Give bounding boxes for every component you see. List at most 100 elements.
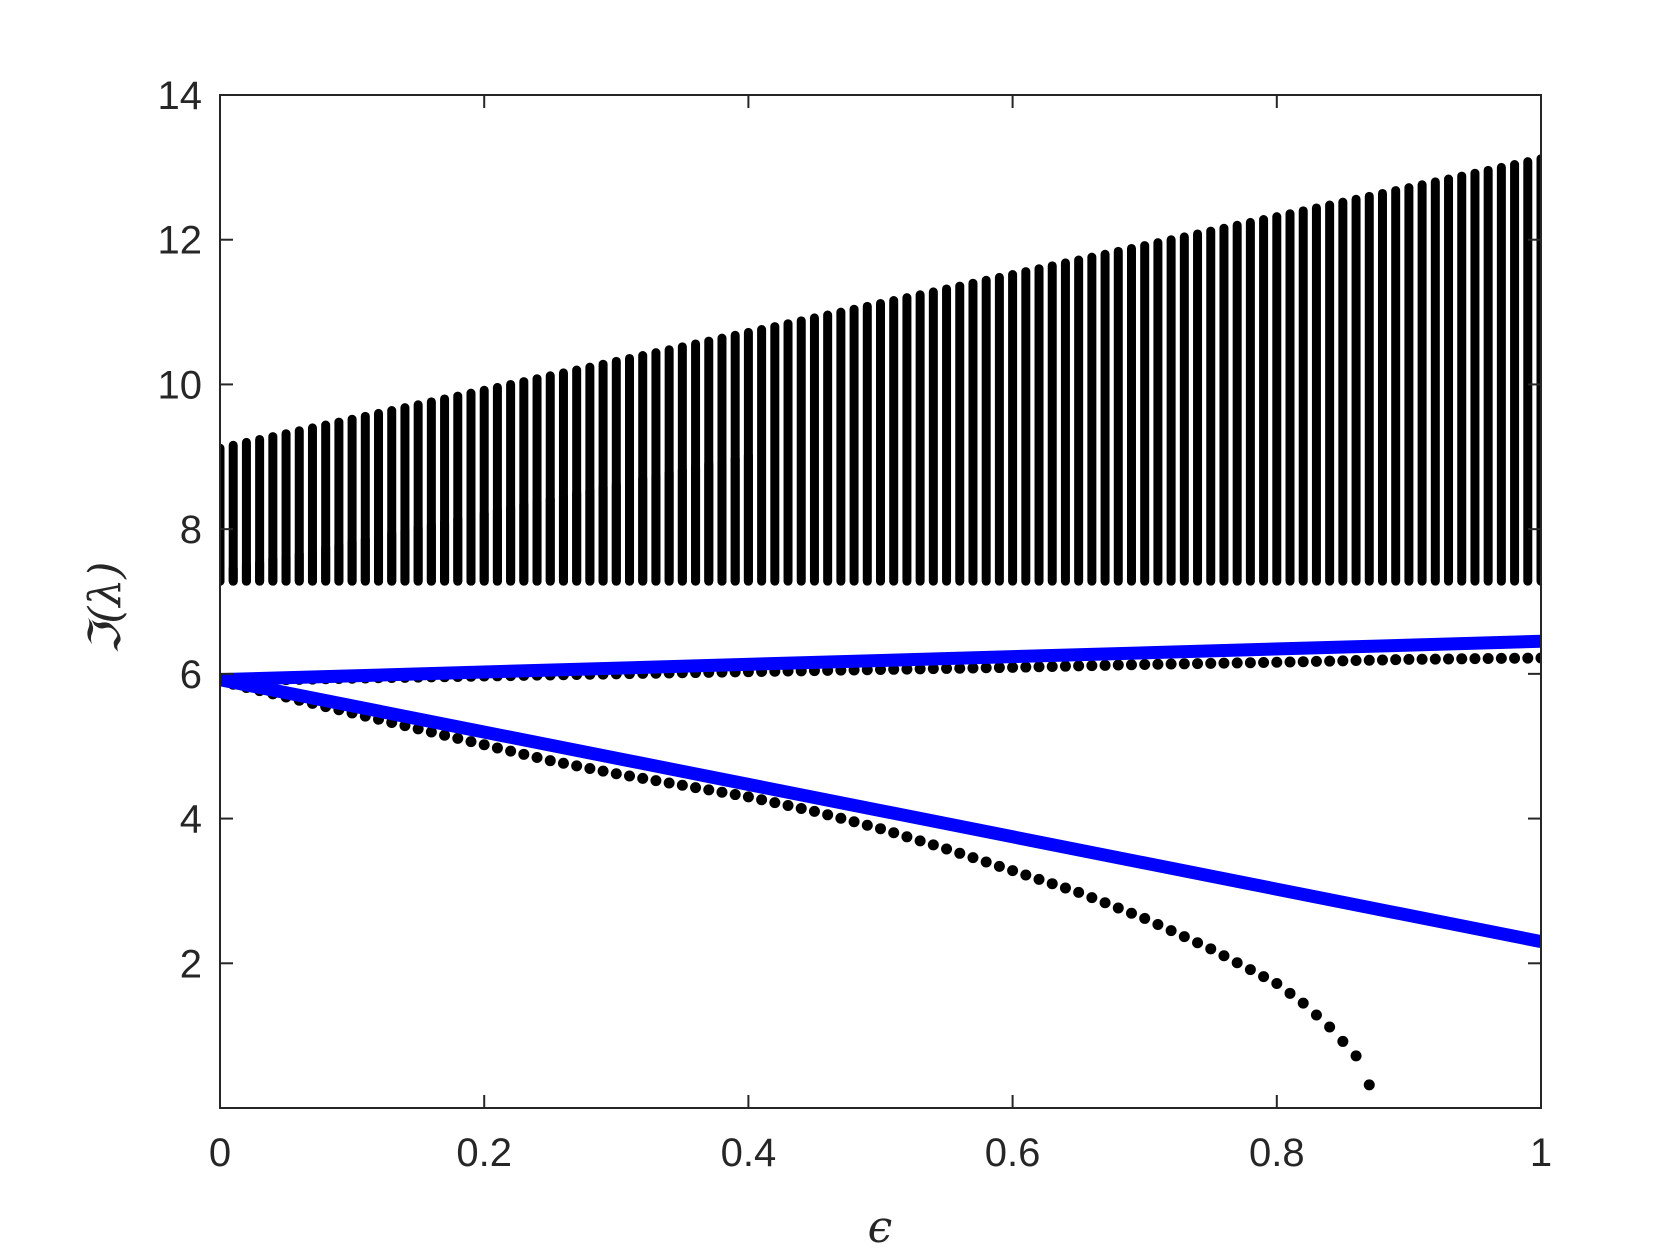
series-0-point bbox=[650, 775, 662, 787]
series-0-point bbox=[1086, 892, 1098, 904]
series-0-point bbox=[1363, 1079, 1375, 1091]
series-1-point bbox=[1363, 654, 1375, 666]
series-1-point bbox=[1152, 658, 1164, 670]
series-0-point bbox=[676, 779, 688, 791]
series-1-point bbox=[1073, 660, 1085, 672]
series-0-point bbox=[1192, 937, 1204, 949]
series-0-point bbox=[478, 739, 490, 751]
y-tick-label: 10 bbox=[158, 363, 203, 407]
series-0-point bbox=[571, 760, 583, 772]
series-0-point bbox=[1139, 912, 1151, 924]
plot-marks bbox=[219, 154, 1541, 1091]
series-0-point bbox=[610, 768, 622, 780]
series-1-point bbox=[1125, 659, 1137, 671]
y-tick-label: 8 bbox=[180, 508, 202, 552]
series-0-point bbox=[584, 763, 596, 775]
series-0-point bbox=[941, 843, 953, 855]
series-0-point bbox=[1125, 907, 1137, 919]
series-0-point bbox=[822, 809, 834, 821]
series-1-point bbox=[967, 662, 979, 674]
series-0-point bbox=[795, 802, 807, 814]
series-0-point bbox=[716, 786, 728, 798]
series-0-point bbox=[1059, 882, 1071, 894]
series-1-point bbox=[1509, 652, 1521, 664]
y-tick-label: 12 bbox=[158, 219, 203, 263]
x-tick-label: 0.2 bbox=[456, 1131, 512, 1175]
series-0-point bbox=[980, 856, 992, 868]
series-0-point bbox=[927, 839, 939, 851]
series-0-point bbox=[1046, 878, 1058, 890]
series-0-point bbox=[1310, 1009, 1322, 1021]
series-0-point bbox=[742, 791, 754, 803]
series-1-point bbox=[1086, 660, 1098, 672]
series-1-point bbox=[1020, 661, 1032, 673]
series-0-point bbox=[782, 800, 794, 812]
series-0-point bbox=[1324, 1021, 1336, 1033]
series-1-point bbox=[1046, 660, 1058, 672]
y-tick-label: 14 bbox=[158, 74, 203, 118]
series-0-point bbox=[901, 831, 913, 843]
series-0-point bbox=[1007, 865, 1019, 877]
series-1-point bbox=[1139, 658, 1151, 670]
series-1-point bbox=[1535, 652, 1541, 664]
series-0-point bbox=[518, 748, 530, 760]
x-tick-label: 0.4 bbox=[721, 1131, 777, 1175]
series-0-point bbox=[597, 765, 609, 777]
series-0-point bbox=[1297, 997, 1309, 1009]
series-1-point bbox=[1059, 660, 1071, 672]
series-1-point bbox=[1429, 653, 1441, 665]
series-0-point bbox=[1099, 897, 1111, 909]
axes bbox=[219, 94, 1542, 1109]
series-0-point bbox=[888, 827, 900, 839]
series-0-point bbox=[1231, 957, 1243, 969]
series-1-point bbox=[1205, 657, 1217, 669]
series-0-point bbox=[557, 757, 569, 769]
series-1-point bbox=[1482, 653, 1494, 665]
series-0-point bbox=[1258, 971, 1270, 983]
series-1-point bbox=[1416, 653, 1428, 665]
x-tick-label: 0.8 bbox=[1249, 1131, 1305, 1175]
x-axis-label: ϵ bbox=[868, 1202, 893, 1253]
series-0-point bbox=[663, 777, 675, 789]
series-0-point bbox=[690, 782, 702, 794]
series-3-line bbox=[219, 673, 1541, 948]
series-0-point bbox=[808, 805, 820, 817]
series-1-point bbox=[1033, 661, 1045, 673]
series-1-point bbox=[1007, 661, 1019, 673]
series-1-point bbox=[941, 662, 953, 674]
series-0-point bbox=[1073, 886, 1085, 898]
x-tick-label: 0.6 bbox=[985, 1131, 1041, 1175]
y-tick-label: 6 bbox=[180, 653, 202, 697]
series-2-line bbox=[219, 634, 1541, 687]
series-0-point bbox=[967, 852, 979, 864]
series-0-point bbox=[505, 745, 517, 757]
series-0-point bbox=[1244, 964, 1256, 976]
series-0-point bbox=[954, 847, 966, 859]
band-1 bbox=[219, 450, 753, 586]
series-1-point bbox=[1403, 653, 1415, 665]
series-0-point bbox=[439, 729, 451, 741]
series-0-point bbox=[1350, 1050, 1362, 1062]
series-0-point bbox=[835, 812, 847, 824]
series-1-point bbox=[901, 663, 913, 675]
x-tick-label: 1 bbox=[1530, 1131, 1552, 1175]
series-0-point bbox=[914, 835, 926, 847]
series-1-point bbox=[1350, 655, 1362, 667]
series-1-point bbox=[1271, 656, 1283, 668]
series-1-point bbox=[1192, 658, 1204, 670]
series-0-point bbox=[1112, 902, 1124, 914]
series-0-point bbox=[1271, 978, 1283, 990]
series-1-point bbox=[1443, 653, 1455, 665]
series-1-point bbox=[1522, 652, 1534, 664]
series-1-point bbox=[954, 662, 966, 674]
series-0-point bbox=[861, 819, 873, 831]
series-1-point bbox=[1310, 655, 1322, 667]
series-1-point bbox=[1284, 656, 1296, 668]
series-0-point bbox=[769, 797, 781, 809]
series-0-point bbox=[729, 789, 741, 801]
series-0-point bbox=[544, 755, 556, 767]
series-1-point bbox=[1297, 656, 1309, 668]
